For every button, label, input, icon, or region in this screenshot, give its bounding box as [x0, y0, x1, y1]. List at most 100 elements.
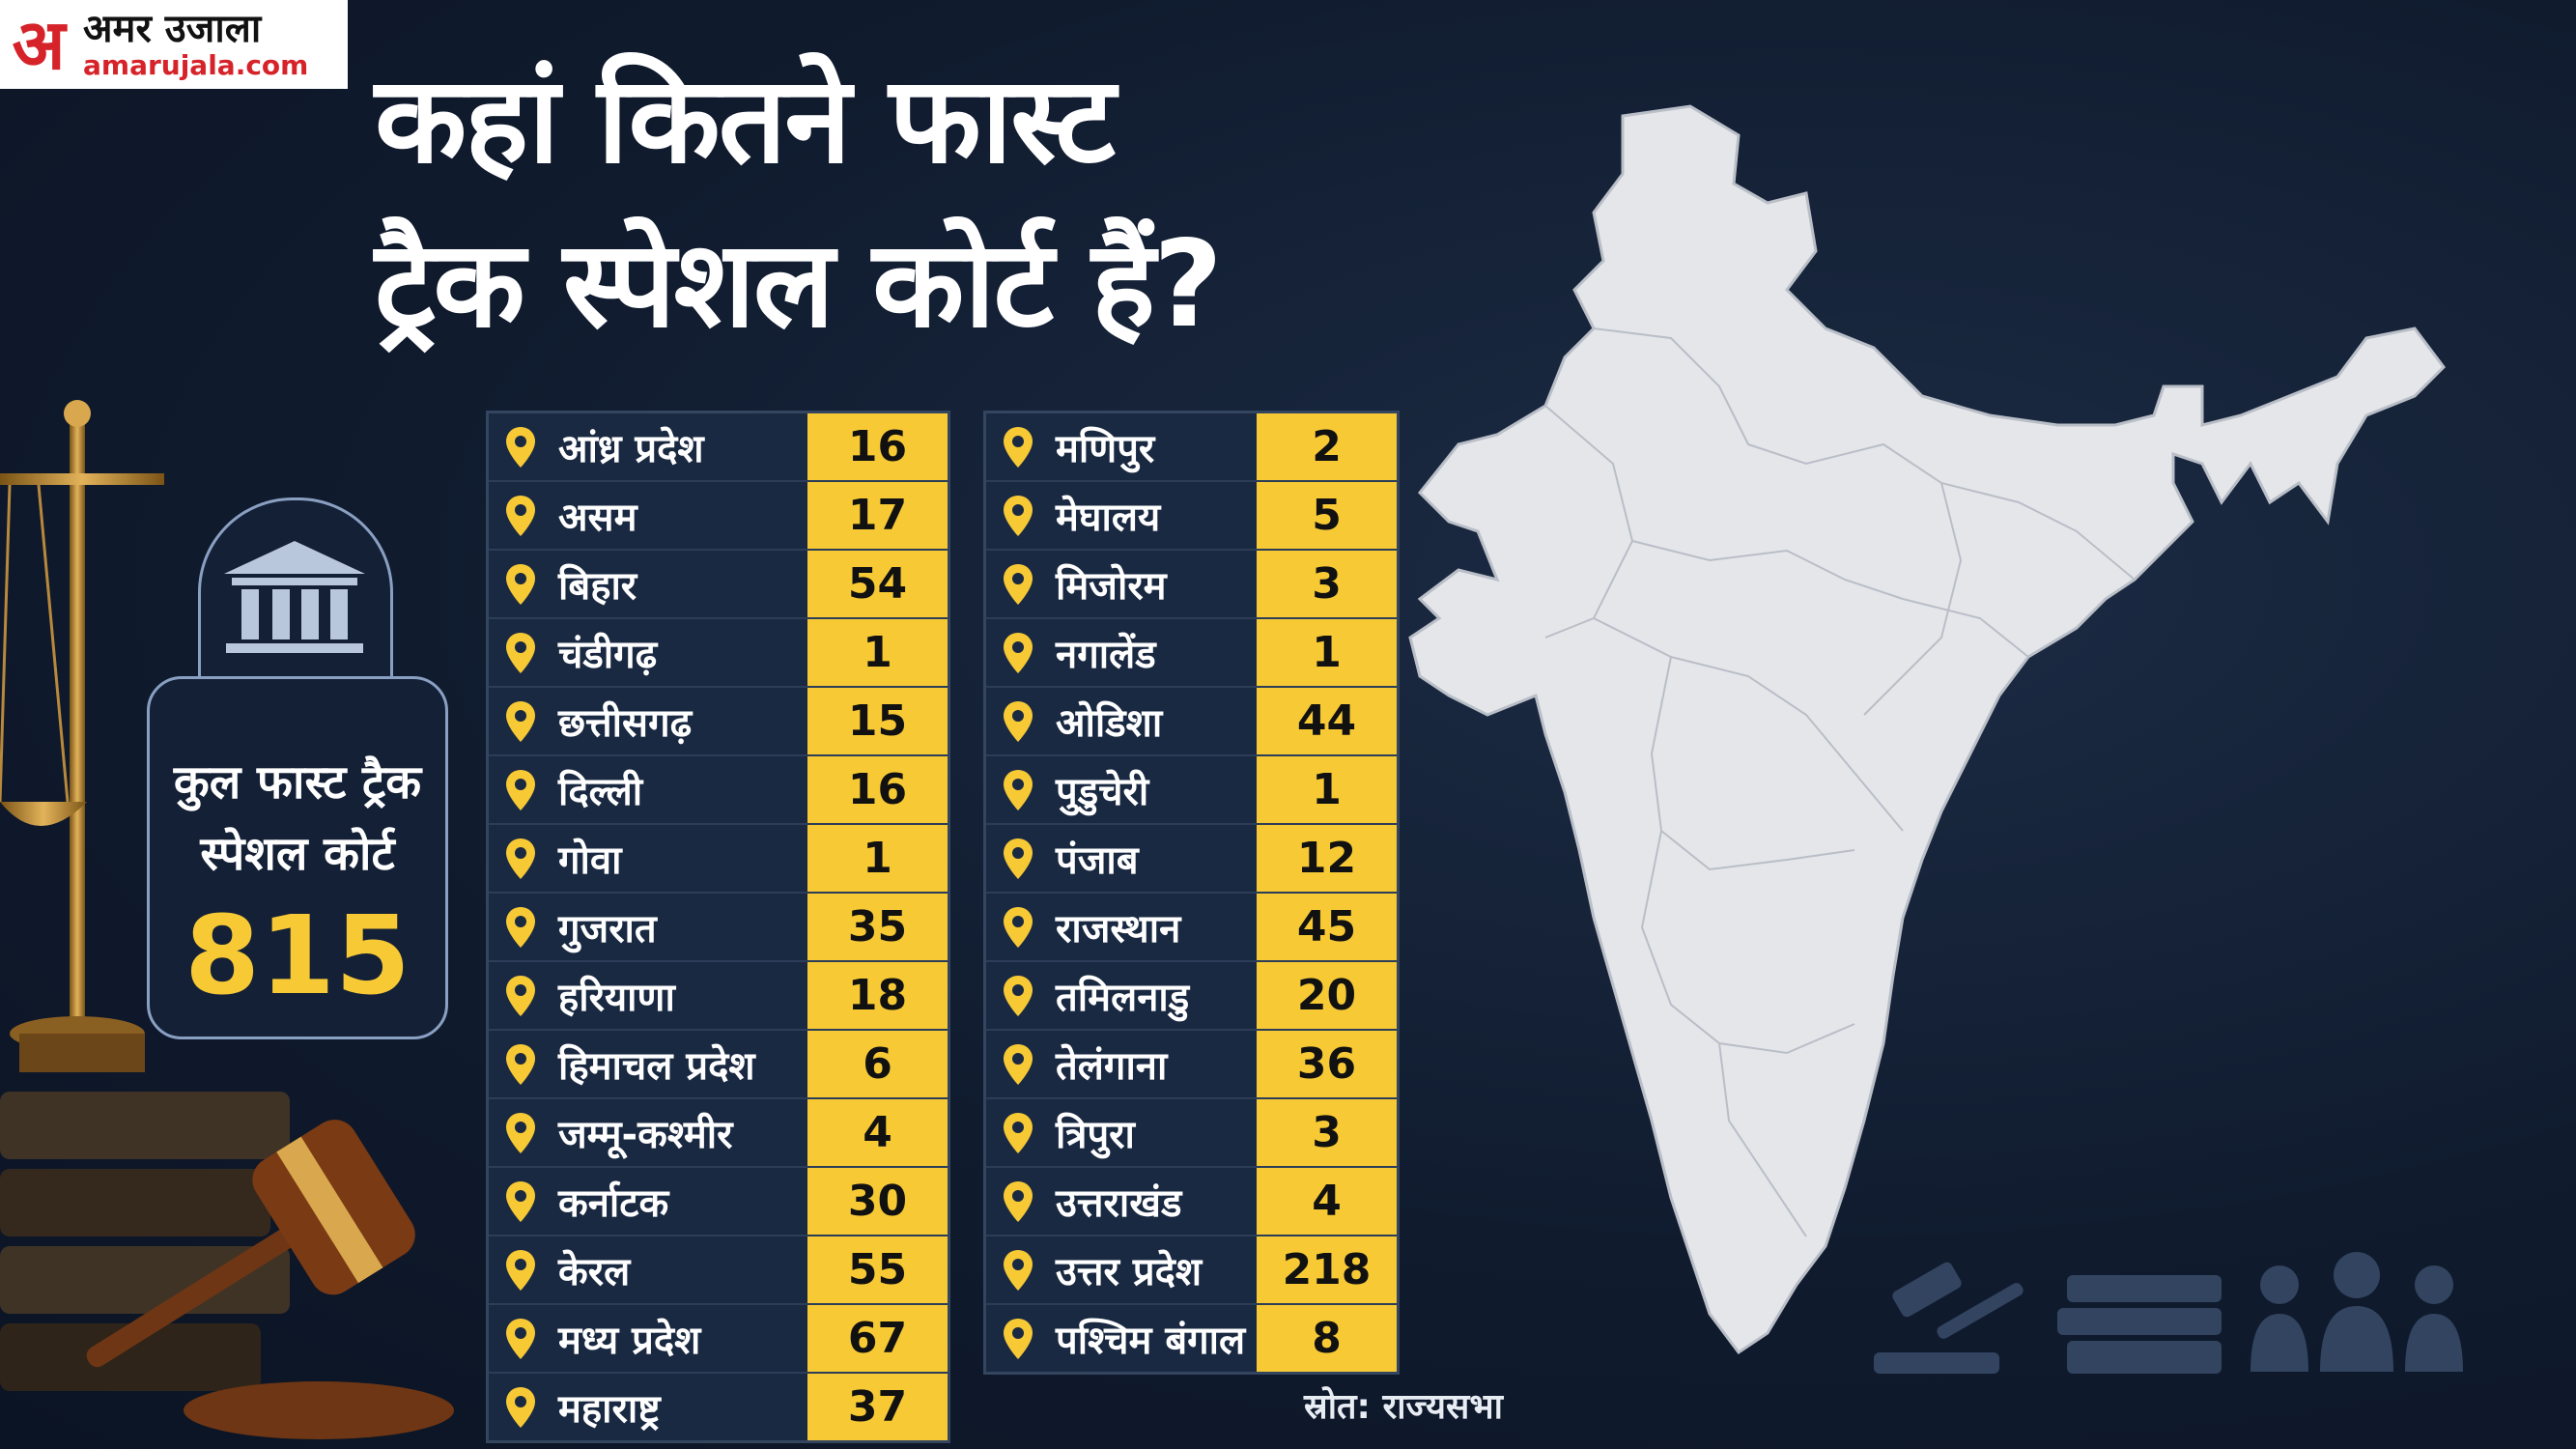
location-pin-icon: [506, 838, 535, 879]
state-name: कर्नाटक: [558, 1181, 669, 1226]
court-count: 54: [807, 551, 948, 617]
table-row: पुडुचेरी 1: [986, 756, 1397, 825]
state-name: ओडिशा: [1056, 701, 1163, 746]
table-row: मिजोरम 3: [986, 551, 1397, 619]
state-name: पंजाब: [1056, 838, 1139, 883]
state-name-cell: आंध्र प्रदेश: [489, 413, 807, 480]
gavel-icon: [1874, 1262, 2024, 1374]
legal-icons: [1874, 1252, 2463, 1374]
table-row: आंध्र प्रदेश 16: [489, 413, 948, 482]
location-pin-icon: [1004, 700, 1033, 742]
table-row: तेलंगाना 36: [986, 1031, 1397, 1099]
state-name-cell: ओडिशा: [986, 688, 1257, 754]
total-icon-frame: [198, 497, 393, 694]
location-pin-icon: [506, 632, 535, 673]
table-row: बिहार 54: [489, 551, 948, 619]
location-pin-icon: [506, 1180, 535, 1222]
location-pin-icon: [1004, 1043, 1033, 1085]
table-row: हिमाचल प्रदेश 6: [489, 1031, 948, 1099]
court-count: 12: [1257, 825, 1397, 892]
table-row: उत्तर प्रदेश 218: [986, 1236, 1397, 1305]
title-line-2: ट्रैक स्पेशल कोर्ट हैं?: [375, 215, 1223, 355]
state-name: असम: [558, 496, 637, 540]
states-table-right: मणिपुर 2 मेघालय 5 मिजोरम 3 नगालेंड 1 ओडिशा 44 पुडु…: [983, 411, 1400, 1375]
location-pin-icon: [1004, 1112, 1033, 1153]
page-title: कहां कितने फास्ट ट्रैक स्पेशल कोर्ट हैं?: [375, 39, 1486, 367]
state-name-cell: उत्तर प्रदेश: [986, 1236, 1257, 1303]
state-name: छत्तीसगढ़: [558, 701, 693, 746]
state-name: चंडीगढ़: [558, 633, 658, 677]
state-name: हरियाणा: [558, 976, 675, 1020]
state-name: त्रिपुरा: [1056, 1113, 1135, 1157]
court-count: 17: [807, 482, 948, 549]
state-name-cell: मेघालय: [986, 482, 1257, 549]
location-pin-icon: [1004, 1249, 1033, 1291]
table-row: हरियाणा 18: [489, 962, 948, 1031]
court-count: 35: [807, 894, 948, 960]
court-count: 67: [807, 1305, 948, 1372]
state-name: जम्मू-कश्मीर: [558, 1113, 733, 1157]
state-name-cell: केरल: [489, 1236, 807, 1303]
location-pin-icon: [1004, 1180, 1033, 1222]
state-name-cell: छत्तीसगढ़: [489, 688, 807, 754]
state-name-cell: हरियाणा: [489, 962, 807, 1029]
table-row: पश्चिम बंगाल 8: [986, 1305, 1397, 1372]
court-count: 3: [1257, 1099, 1397, 1166]
brand-logo: अ अमर उजाला amarujala.com: [0, 0, 348, 89]
state-name-cell: मणिपुर: [986, 413, 1257, 480]
state-name-cell: उत्तराखंड: [986, 1168, 1257, 1235]
court-count: 3: [1257, 551, 1397, 617]
total-courts-card: कुल फास्ट ट्रैक स्पेशल कोर्ट 815: [147, 676, 448, 1039]
state-name: पुडुचेरी: [1056, 770, 1149, 814]
table-row: केरल 55: [489, 1236, 948, 1305]
table-row: नगालेंड 1: [986, 619, 1397, 688]
gavel-icon: [0, 1092, 454, 1439]
state-name: उत्तर प्रदेश: [1056, 1250, 1203, 1294]
state-name: गुजरात: [558, 907, 657, 952]
location-pin-icon: [506, 700, 535, 742]
court-count: 8: [1257, 1305, 1397, 1372]
court-count: 1: [807, 825, 948, 892]
state-name-cell: नगालेंड: [986, 619, 1257, 686]
court-count: 16: [807, 413, 948, 480]
state-name: पश्चिम बंगाल: [1056, 1319, 1246, 1363]
state-name-cell: राजस्थान: [986, 894, 1257, 960]
justice-scale-icon: [0, 400, 164, 1072]
state-name: दिल्ली: [558, 770, 643, 814]
location-pin-icon: [506, 769, 535, 810]
state-name: मिजोरम: [1056, 564, 1167, 609]
court-count: 44: [1257, 688, 1397, 754]
court-building-icon: [224, 541, 365, 653]
court-count: 36: [1257, 1031, 1397, 1097]
location-pin-icon: [506, 426, 535, 468]
court-count: 4: [807, 1099, 948, 1166]
state-name: बिहार: [558, 564, 637, 609]
state-name-cell: चंडीगढ़: [489, 619, 807, 686]
table-row: राजस्थान 45: [986, 894, 1397, 962]
location-pin-icon: [506, 1318, 535, 1359]
court-count: 218: [1257, 1236, 1397, 1303]
table-row: कर्नाटक 30: [489, 1168, 948, 1236]
people-icon: [2250, 1252, 2463, 1372]
location-pin-icon: [1004, 906, 1033, 948]
location-pin-icon: [1004, 1318, 1033, 1359]
location-pin-icon: [1004, 632, 1033, 673]
court-count: 18: [807, 962, 948, 1029]
court-count: 5: [1257, 482, 1397, 549]
court-count: 45: [1257, 894, 1397, 960]
state-name-cell: बिहार: [489, 551, 807, 617]
court-count: 6: [807, 1031, 948, 1097]
location-pin-icon: [1004, 838, 1033, 879]
court-count: 2: [1257, 413, 1397, 480]
state-name: मेघालय: [1056, 496, 1161, 540]
table-row: छत्तीसगढ़ 15: [489, 688, 948, 756]
state-name-cell: त्रिपुरा: [986, 1099, 1257, 1166]
location-pin-icon: [1004, 426, 1033, 468]
table-row: गोवा 1: [489, 825, 948, 894]
state-name-cell: पुडुचेरी: [986, 756, 1257, 823]
state-name-cell: हिमाचल प्रदेश: [489, 1031, 807, 1097]
table-row: महाराष्ट्र 37: [489, 1374, 948, 1440]
location-pin-icon: [506, 975, 535, 1016]
location-pin-icon: [1004, 975, 1033, 1016]
table-row: मणिपुर 2: [986, 413, 1397, 482]
